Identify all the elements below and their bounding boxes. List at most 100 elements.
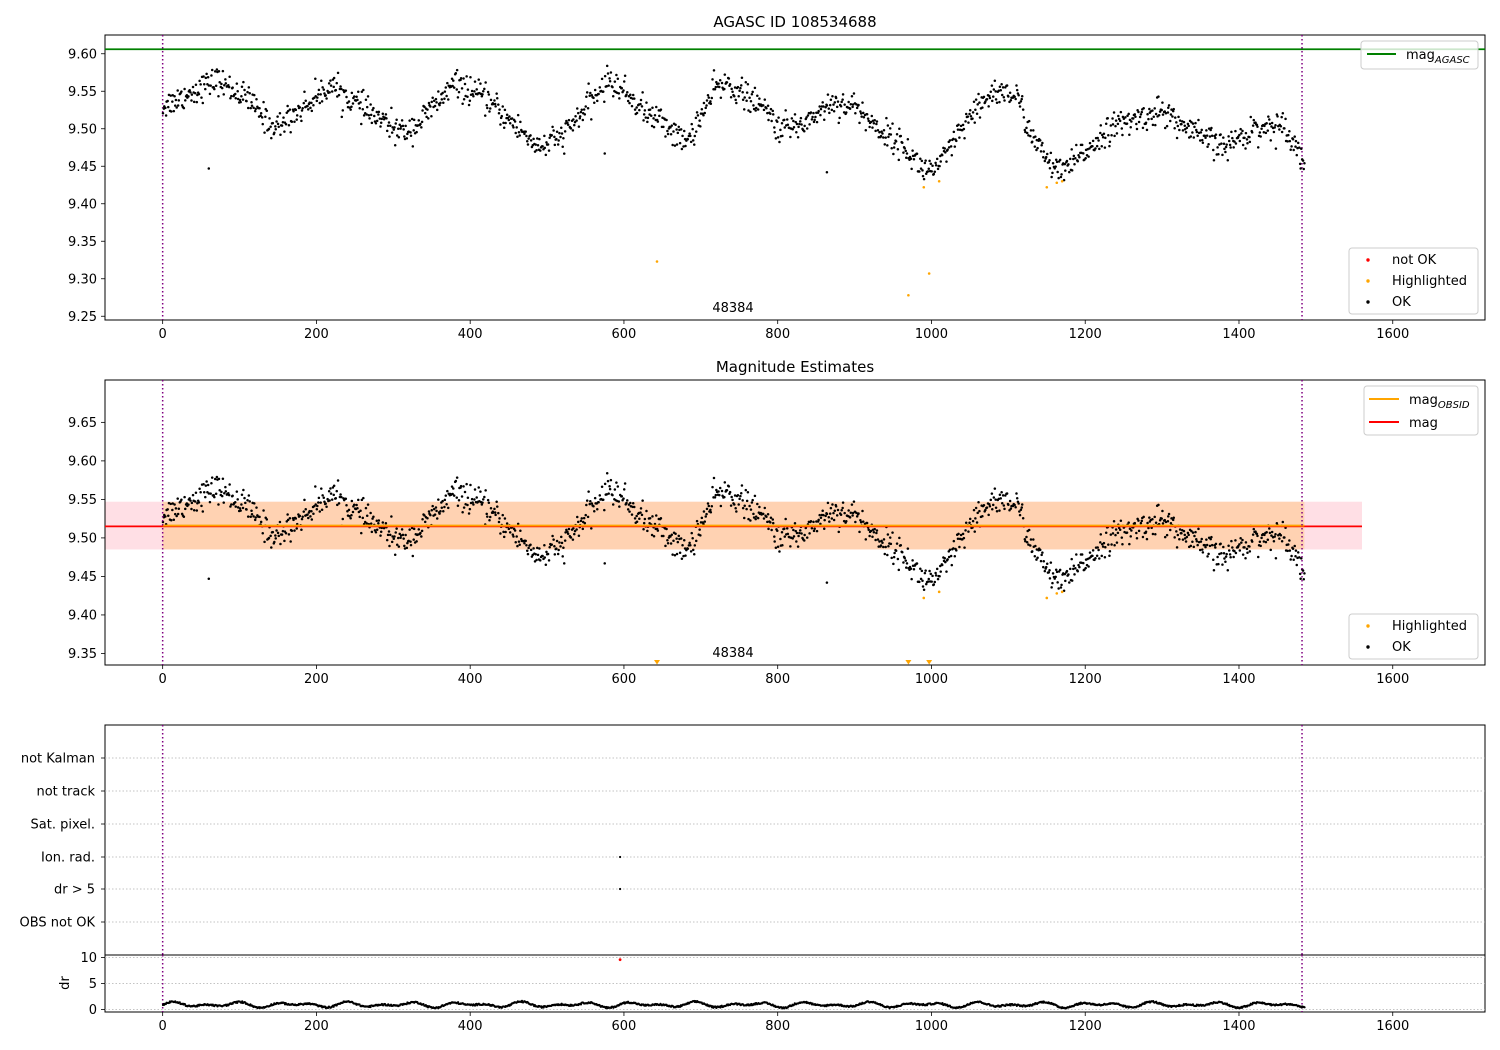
ok-point bbox=[1167, 512, 1171, 516]
ok-point bbox=[771, 113, 775, 116]
ok-point bbox=[286, 518, 290, 522]
ok-point bbox=[314, 77, 317, 80]
ok-point bbox=[1101, 135, 1105, 139]
ok-point bbox=[317, 496, 321, 500]
ok-point bbox=[1205, 134, 1209, 137]
ok-point bbox=[944, 560, 947, 564]
ok-point bbox=[1100, 145, 1104, 148]
ok-point bbox=[1034, 544, 1037, 548]
ok-point bbox=[1128, 118, 1132, 122]
ok-point bbox=[396, 127, 400, 131]
ok-point bbox=[858, 530, 861, 534]
ok-point bbox=[302, 510, 306, 513]
ok-point bbox=[577, 534, 581, 538]
ok-point bbox=[553, 544, 556, 548]
ok-point bbox=[452, 79, 455, 82]
ok-point bbox=[466, 88, 470, 91]
ok-point bbox=[207, 167, 211, 170]
panel2-y-axis: 9.359.409.459.509.559.609.65 bbox=[68, 416, 105, 662]
ok-point bbox=[1135, 536, 1139, 540]
ok-point bbox=[452, 487, 455, 490]
ok-point bbox=[443, 505, 446, 509]
ok-point bbox=[359, 509, 362, 513]
ok-point bbox=[861, 520, 865, 523]
ok-point bbox=[312, 512, 315, 516]
ok-point bbox=[1262, 540, 1266, 543]
ok-point bbox=[389, 124, 392, 127]
ok-point bbox=[494, 105, 497, 108]
ok-point bbox=[1221, 563, 1224, 566]
ok-point bbox=[748, 504, 751, 508]
ok-point bbox=[375, 519, 379, 522]
ok-point bbox=[332, 76, 336, 80]
ok-point bbox=[651, 106, 654, 110]
highlighted-point bbox=[907, 293, 910, 297]
ok-point bbox=[1256, 555, 1260, 559]
ok-point bbox=[886, 533, 890, 536]
ok-point bbox=[691, 139, 695, 142]
ok-point bbox=[819, 113, 822, 117]
ok-point bbox=[171, 508, 174, 512]
ok-point bbox=[972, 100, 976, 103]
ok-point bbox=[874, 538, 877, 542]
ok-point bbox=[1101, 545, 1105, 548]
ok-point bbox=[197, 92, 201, 96]
ok-point bbox=[1112, 519, 1116, 523]
ok-point bbox=[1166, 111, 1170, 114]
ok-point bbox=[646, 529, 649, 533]
ok-point bbox=[778, 140, 781, 144]
ok-point bbox=[1040, 144, 1043, 147]
ok-point bbox=[902, 151, 905, 154]
ok-point bbox=[752, 107, 756, 111]
ok-point bbox=[713, 87, 717, 91]
ok-point bbox=[1057, 176, 1060, 180]
ok-point bbox=[1300, 147, 1303, 150]
ok-point bbox=[202, 75, 205, 78]
ok-point bbox=[1281, 520, 1285, 524]
ok-point bbox=[419, 531, 422, 535]
ok-point bbox=[1064, 579, 1067, 583]
ok-point bbox=[171, 100, 174, 103]
ok-point bbox=[393, 143, 397, 147]
ok-point bbox=[420, 535, 423, 538]
ok-point bbox=[267, 127, 271, 131]
ok-point bbox=[781, 134, 784, 138]
ok-point bbox=[1186, 531, 1190, 535]
ok-point bbox=[886, 553, 889, 557]
ok-point bbox=[298, 106, 302, 109]
ok-point bbox=[682, 129, 686, 133]
legend-mag-label: magAGASC bbox=[1406, 48, 1470, 66]
ok-point bbox=[1095, 554, 1099, 557]
ok-point bbox=[876, 538, 880, 541]
ok-point bbox=[1038, 139, 1042, 142]
y-tick-label: 9.55 bbox=[68, 493, 97, 508]
ok-point bbox=[1096, 546, 1099, 549]
ok-point bbox=[1183, 533, 1187, 537]
ok-point bbox=[1185, 535, 1189, 539]
ok-point bbox=[1288, 130, 1291, 133]
ok-point bbox=[669, 126, 672, 129]
ok-point bbox=[515, 126, 518, 129]
ok-point bbox=[431, 504, 434, 508]
ok-point bbox=[489, 515, 492, 519]
ok-point bbox=[210, 476, 214, 479]
ok-point bbox=[825, 171, 829, 174]
ok-point bbox=[1098, 147, 1101, 151]
ok-point bbox=[817, 518, 820, 522]
ok-point bbox=[210, 74, 213, 77]
ok-point bbox=[1019, 508, 1023, 512]
ok-point bbox=[741, 506, 745, 510]
ok-point bbox=[671, 553, 674, 556]
ok-point bbox=[384, 113, 388, 116]
legend2-highlighted: Highlighted bbox=[1392, 619, 1467, 634]
ok-point bbox=[398, 123, 401, 127]
ok-point bbox=[336, 71, 340, 75]
ok-point bbox=[161, 112, 165, 115]
ok-point bbox=[365, 514, 369, 518]
ok-point bbox=[1287, 133, 1290, 137]
ok-point bbox=[678, 551, 682, 554]
ok-point bbox=[498, 108, 501, 111]
ok-point bbox=[340, 87, 343, 91]
ok-point bbox=[676, 131, 680, 135]
ok-point bbox=[556, 143, 560, 146]
